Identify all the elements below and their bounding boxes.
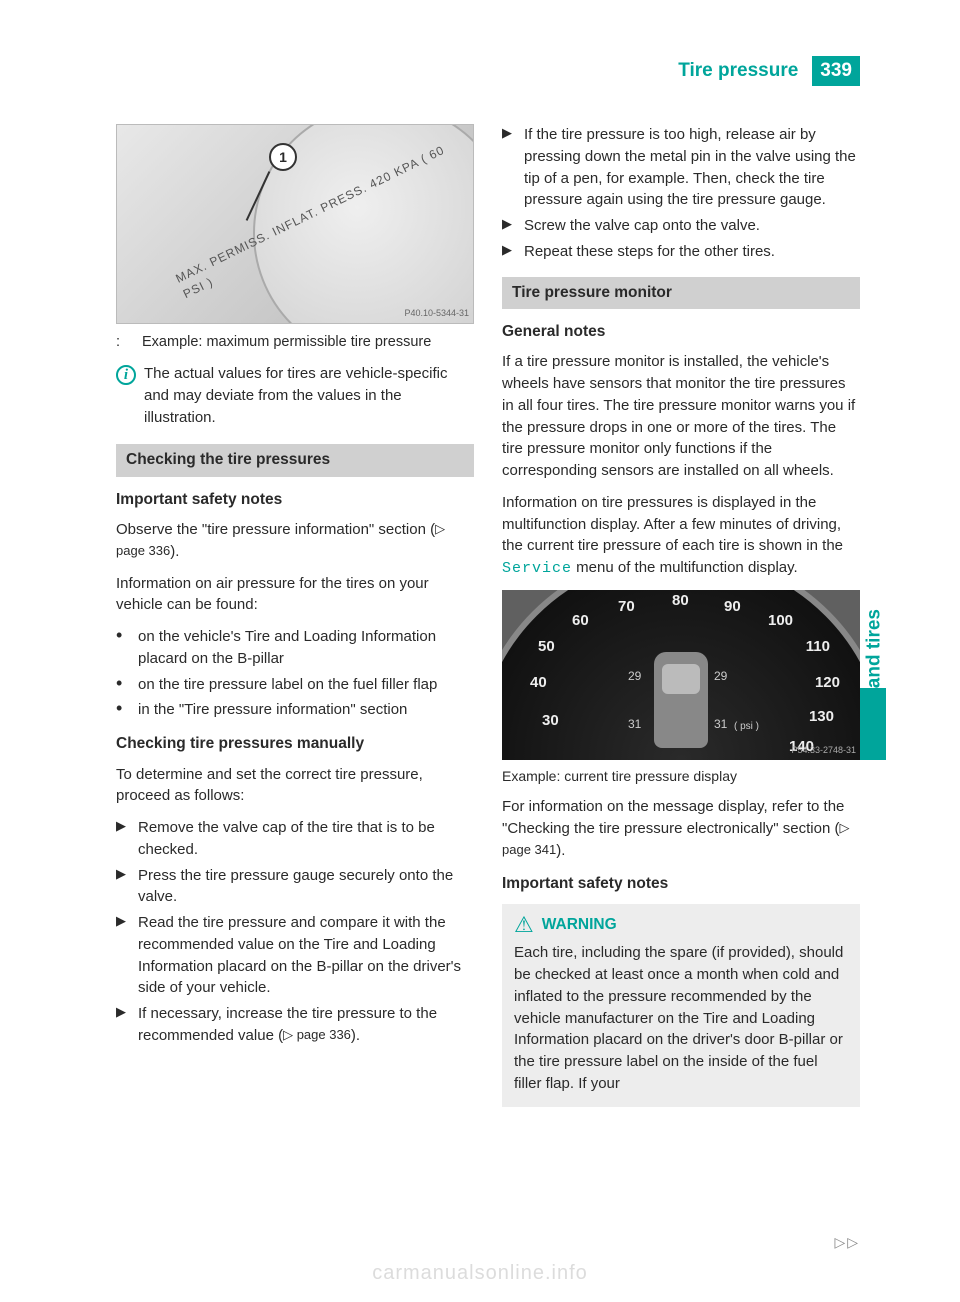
warning-box: ⚠ WARNING Each tire, including the spare… [502, 904, 860, 1107]
illustration-code: P54.33-2748-31 [791, 744, 856, 757]
warning-icon: ⚠ [514, 914, 534, 936]
gauge-tick: 100 [768, 610, 793, 632]
gauge-tick: 50 [538, 636, 555, 658]
gauge-tick: 40 [530, 672, 547, 694]
list-item: ▶Read the tire pressure and compare it w… [116, 912, 474, 999]
list-item: ▶Repeat these steps for the other tires. [502, 241, 860, 263]
list-item: •in the "Tire pressure information" sect… [116, 699, 474, 721]
subheading-manual: Checking tire pressures manually [116, 733, 474, 755]
list-item: ▶If the tire pressure is too high, relea… [502, 124, 860, 211]
right-column: ▶If the tire pressure is too high, relea… [502, 124, 860, 1107]
list-item: ▶Remove the valve cap of the tire that i… [116, 817, 474, 861]
watermark: carmanualsonline.info [0, 1259, 960, 1288]
step-list: ▶Remove the valve cap of the tire that i… [116, 817, 474, 1047]
content-columns: 1 MAX. PERMISS. INFLAT. PRESS. 420 KPA (… [116, 124, 860, 1107]
list-item: ▶Press the tire pressure gauge securely … [116, 865, 474, 909]
psi-unit: ( psi ) [734, 720, 759, 735]
gauge-tick: 30 [542, 710, 559, 732]
psi-value: 29 [714, 668, 727, 685]
left-column: 1 MAX. PERMISS. INFLAT. PRESS. 420 KPA (… [116, 124, 474, 1107]
gauge-tick: 80 [672, 590, 689, 612]
body-text: Observe the "tire pressure information" … [116, 519, 474, 563]
page: Tire pressure 339 Wheels and tires 1 MAX… [0, 0, 960, 1302]
service-menu-label: Service [502, 560, 572, 577]
gauge-tick: 70 [618, 596, 635, 618]
caption-marker: : [116, 332, 134, 353]
bullet-list: •on the vehicle's Tire and Loading Infor… [116, 626, 474, 721]
caption-text: Example: maximum permissible tire pressu… [142, 332, 431, 353]
gauge-tick: 110 [806, 636, 830, 658]
body-text: For information on the message display, … [502, 796, 860, 861]
info-icon: i [116, 365, 136, 385]
page-ref: ▷ page 336 [283, 1027, 351, 1042]
warning-label: WARNING [542, 914, 617, 936]
step-list: ▶If the tire pressure is too high, relea… [502, 124, 860, 263]
body-text: Information on air pressure for the tire… [116, 573, 474, 617]
gauge-tick: 60 [572, 610, 589, 632]
running-header: Tire pressure 339 [678, 56, 860, 86]
illustration-code: P40.10-5344-31 [404, 307, 469, 320]
callout-1: 1 [269, 143, 297, 171]
subheading-safety: Important safety notes [116, 489, 474, 511]
gauge-tick: 130 [809, 706, 834, 728]
illustration-caption: : Example: maximum permissible tire pres… [116, 332, 474, 353]
gauge-tick: 120 [815, 672, 840, 694]
list-item: ▶ If necessary, increase the tire pressu… [116, 1003, 474, 1047]
continued-icon: ▷▷ [834, 1232, 860, 1252]
subheading-safety: Important safety notes [502, 873, 860, 895]
section-heading: Checking the tire pressures [116, 444, 474, 476]
psi-value: 31 [628, 716, 641, 733]
body-text: If a tire pressure monitor is installed,… [502, 351, 860, 482]
tire-sidewall-illustration: 1 MAX. PERMISS. INFLAT. PRESS. 420 KPA (… [116, 124, 474, 324]
car-icon [654, 652, 708, 748]
side-tab: Wheels and tires [860, 500, 886, 760]
body-text: Information on tire pressures is display… [502, 492, 860, 580]
info-note-text: The actual values for tires are vehicle-… [144, 363, 474, 428]
list-item: ▶Screw the valve cap onto the valve. [502, 215, 860, 237]
header-title: Tire pressure [678, 56, 812, 86]
warning-header: ⚠ WARNING [514, 914, 848, 936]
section-heading: Tire pressure monitor [502, 277, 860, 309]
psi-value: 31 [714, 716, 727, 733]
gauge-tick: 90 [724, 596, 741, 618]
figure-caption: Example: current tire pressure display [502, 766, 860, 786]
list-item: •on the tire pressure label on the fuel … [116, 674, 474, 696]
warning-body: Each tire, including the spare (if provi… [514, 942, 848, 1094]
psi-value: 29 [628, 668, 641, 685]
subheading-general: General notes [502, 321, 860, 343]
gauge-illustration: 30 40 50 60 70 80 90 100 110 120 130 140… [502, 590, 860, 760]
side-tab-bar [860, 688, 886, 760]
list-item: •on the vehicle's Tire and Loading Infor… [116, 626, 474, 670]
header-page-number: 339 [812, 56, 860, 86]
body-text: To determine and set the correct tire pr… [116, 764, 474, 808]
info-note: i The actual values for tires are vehicl… [116, 363, 474, 428]
